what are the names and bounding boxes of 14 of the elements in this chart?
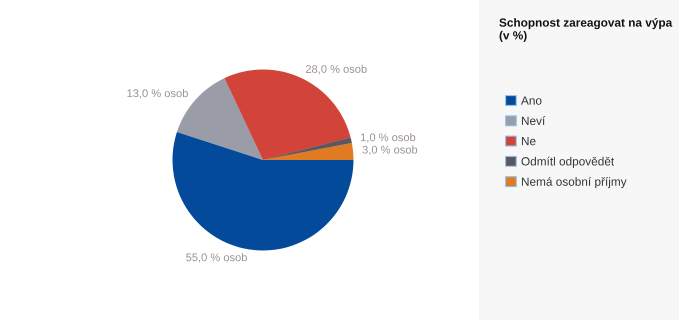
pie-slice [263,138,352,160]
pie-slice [172,132,354,250]
chart-title: Schopnost zareagovat na výpa (v %) [499,18,672,42]
data-label: 1,0 % osob [360,133,416,143]
pie-slice [263,143,354,160]
data-label: 55,0 % osob [186,253,247,263]
data-label: 13,0 % osob [127,89,188,98]
legend-label: Nemá osobní příjmy [522,177,627,188]
data-label: 3,0 % osob [362,145,418,155]
legend-label: Ano [520,96,542,105]
legend-label: Odmítl odpovědět [522,156,614,168]
data-label: 28,0 % osob [306,64,367,74]
legend-label: Neví [522,116,546,125]
legend-label: Ne [522,137,536,146]
